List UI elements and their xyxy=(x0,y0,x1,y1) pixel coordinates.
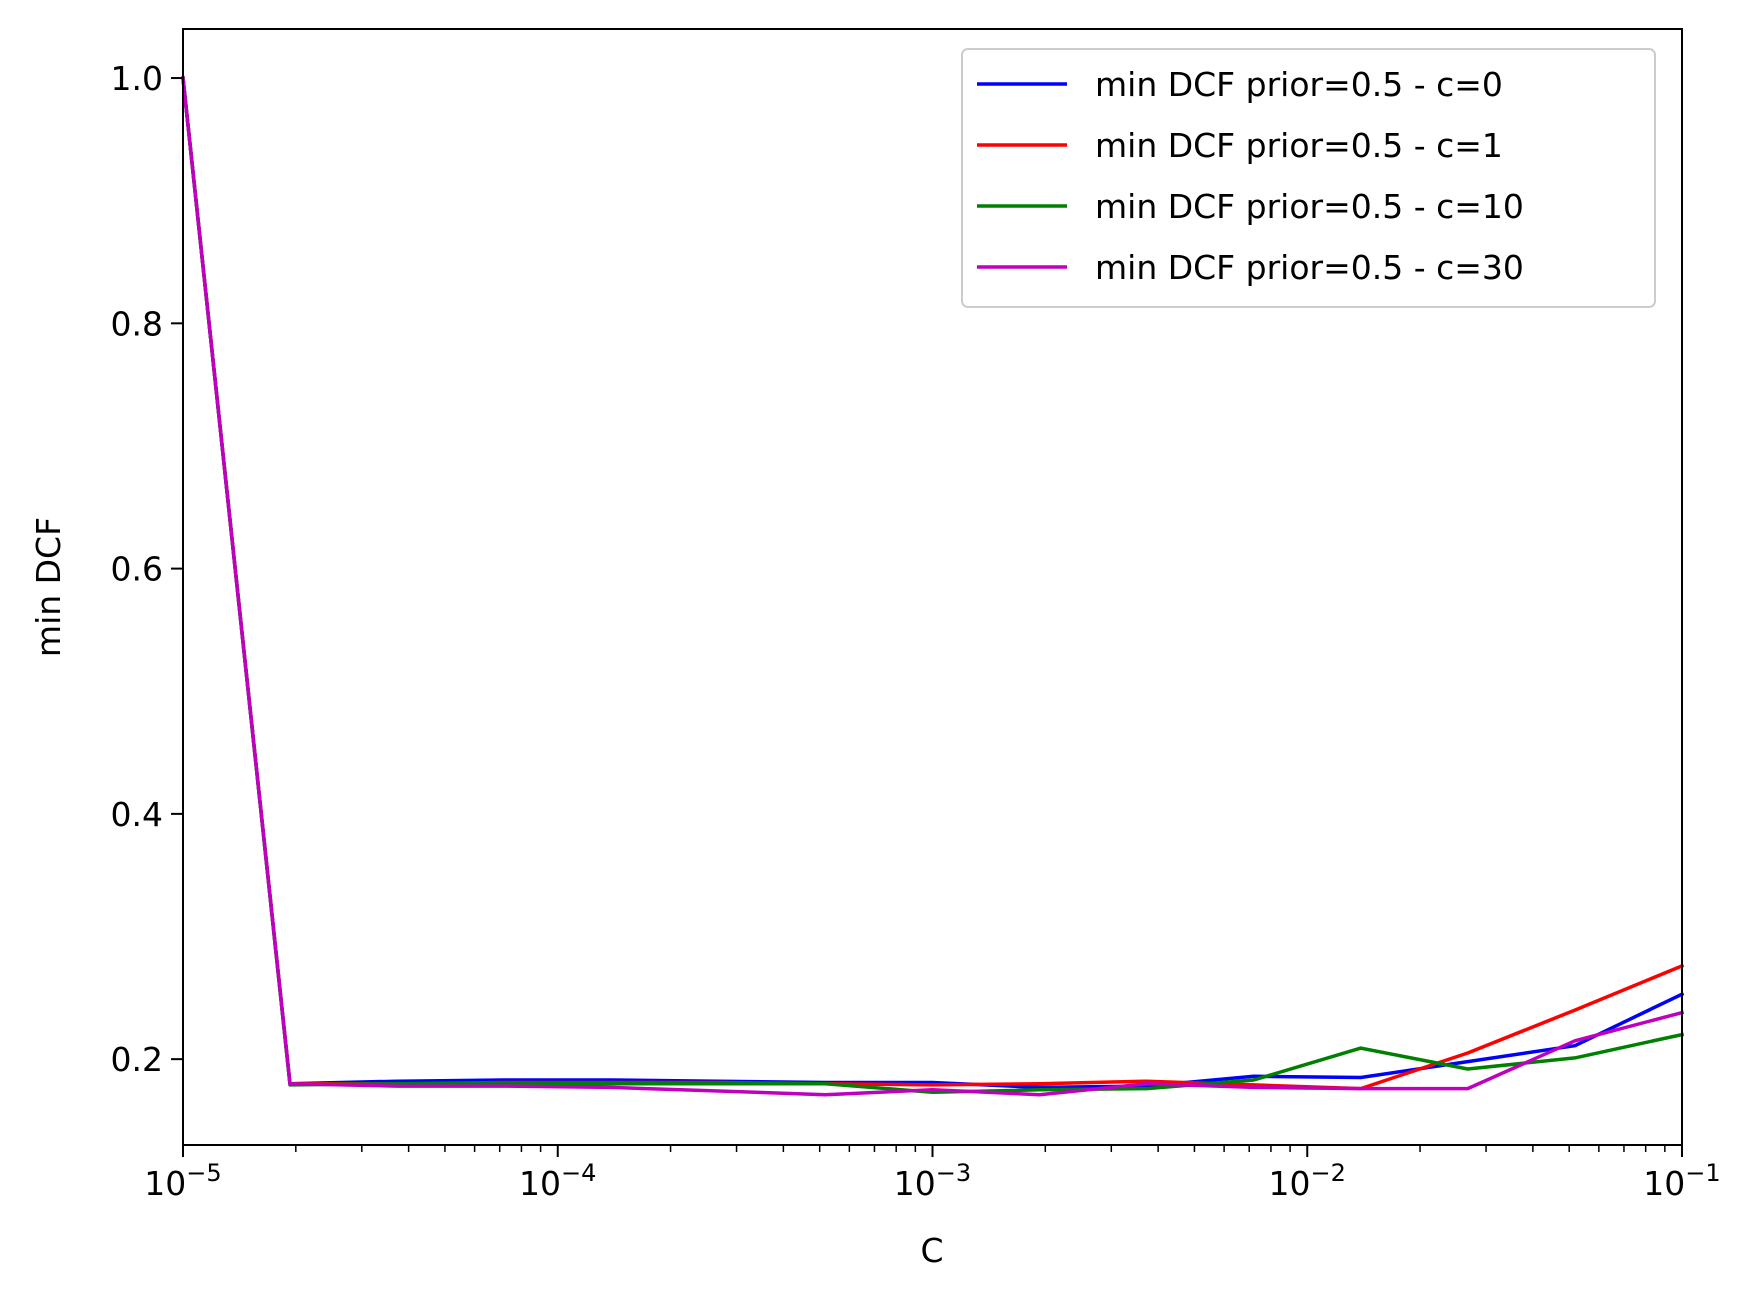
x-tick-label: 10−5 xyxy=(144,1159,221,1203)
x-tick-label: 10−2 xyxy=(1269,1159,1346,1203)
series-line-2 xyxy=(181,76,1685,1095)
y-tick-label: 0.6 xyxy=(111,550,163,589)
series-layer xyxy=(181,76,1685,1097)
series-line-0 xyxy=(181,76,1685,1090)
x-tick-label: 10−1 xyxy=(1643,1159,1720,1203)
legend-box xyxy=(961,48,1656,308)
x-tick-label-base: 10 xyxy=(1643,1164,1685,1203)
legend-label-0: min DCF prior=0.5 - c=0 xyxy=(1095,65,1503,104)
x-tick-label-exponent: −1 xyxy=(1685,1159,1720,1187)
y-tick-label: 0.8 xyxy=(111,304,163,343)
x-tick-label: 10−3 xyxy=(894,1159,971,1203)
legend-label-3: min DCF prior=0.5 - c=30 xyxy=(1095,248,1524,287)
x-tick-label-exponent: −3 xyxy=(936,1159,971,1187)
x-tick-label-base: 10 xyxy=(519,1164,561,1203)
legend-label-2: min DCF prior=0.5 - c=10 xyxy=(1095,187,1524,226)
x-axis-label: C xyxy=(920,1231,943,1270)
y-axis-ticks: 0.2 0.4 0.6 0.8 1.0 xyxy=(111,59,183,1079)
x-tick-label-exponent: −2 xyxy=(1311,1159,1346,1187)
x-tick-label-exponent: −5 xyxy=(186,1159,221,1187)
x-tick-label-base: 10 xyxy=(894,1164,936,1203)
x-axis-ticks: 10−5 10−4 10−3 10−2 10−1 xyxy=(144,1145,1721,1203)
y-axis-label: min DCF xyxy=(29,517,68,657)
y-tick-label: 1.0 xyxy=(111,59,163,98)
legend-label-1: min DCF prior=0.5 - c=1 xyxy=(1095,126,1503,165)
series-line-3 xyxy=(181,76,1685,1097)
x-tick-label-exponent: −4 xyxy=(561,1159,596,1187)
y-tick-label: 0.4 xyxy=(111,795,163,834)
x-tick-label: 10−4 xyxy=(519,1159,596,1203)
y-tick-label: 0.2 xyxy=(111,1040,163,1079)
x-tick-label-base: 10 xyxy=(1269,1164,1311,1203)
legend: min DCF prior=0.5 - c=0 min DCF prior=0.5… xyxy=(961,48,1656,308)
x-tick-label-base: 10 xyxy=(144,1164,186,1203)
